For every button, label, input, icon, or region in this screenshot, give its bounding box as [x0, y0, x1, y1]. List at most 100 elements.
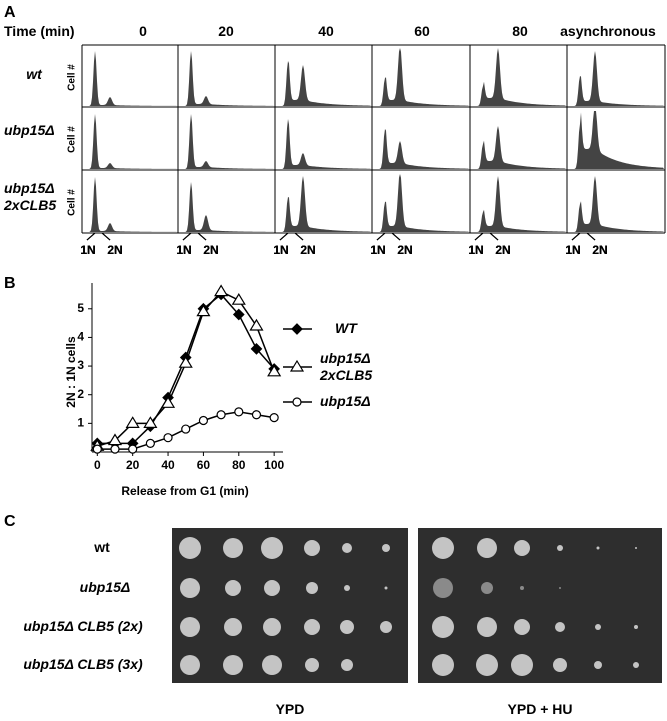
axis-label: 1N [565, 243, 580, 257]
tick-mark [376, 232, 386, 241]
plate [418, 528, 662, 683]
colony [223, 655, 243, 675]
marker [251, 410, 262, 420]
colony [594, 661, 602, 669]
axis-label: 2N [495, 243, 510, 257]
y-tick-label: 4 [77, 330, 84, 344]
axis-label: 2N [203, 243, 218, 257]
histogram [471, 48, 566, 106]
column-label: 40 [318, 23, 334, 39]
plate-label: YPD [275, 701, 305, 717]
axis-label: 1N [80, 243, 95, 257]
histogram [276, 119, 371, 169]
marker [249, 318, 264, 331]
axis-label: 1N [468, 243, 483, 257]
marker [216, 410, 226, 420]
panel-letter: A [4, 4, 16, 21]
axis-label: 1N [273, 243, 288, 257]
colony [384, 586, 388, 590]
row-label: wt [26, 66, 42, 82]
histogram [568, 111, 664, 169]
axis-label: 2N [495, 243, 510, 257]
colony [179, 537, 201, 559]
marker [163, 433, 173, 443]
histogram [83, 177, 177, 232]
histogram [276, 176, 371, 232]
colony [553, 658, 567, 672]
histogram [373, 174, 469, 232]
legend-label: WT [335, 320, 357, 336]
row-label: ubp15Δ [4, 122, 55, 138]
panel-letter: C [4, 513, 16, 530]
colony [180, 617, 200, 637]
colony [305, 658, 319, 672]
tick-mark [182, 232, 192, 241]
colony [382, 544, 390, 552]
x-tick-label: 100 [264, 458, 284, 472]
column-label: asynchronous [560, 23, 656, 39]
histogram [471, 126, 566, 169]
x-tick-label: 40 [161, 458, 175, 472]
axis-label: 1N [370, 243, 385, 257]
colony [511, 654, 533, 676]
colony [432, 654, 454, 676]
colony [264, 580, 280, 596]
axis-label: 2N [300, 243, 315, 257]
row-label: ubp15Δ 2xCLB5 [4, 180, 57, 213]
column-label: 80 [512, 23, 528, 39]
tick-mark [391, 232, 401, 241]
histogram [83, 51, 177, 106]
column-label: 20 [218, 23, 234, 39]
y-axis-label: Cell # [66, 64, 78, 91]
colony [263, 618, 281, 636]
y-tick-label: 5 [77, 301, 84, 315]
marker [143, 416, 158, 428]
x-tick-label: 0 [94, 458, 101, 472]
colony [476, 654, 498, 676]
tick-mark [586, 232, 596, 241]
x-axis-title: Release from G1 (min) [121, 484, 248, 498]
histogram [179, 51, 274, 106]
histogram [471, 176, 566, 232]
time-label: Time (min) [4, 23, 75, 39]
colony [555, 622, 565, 632]
column-label: 60 [414, 23, 430, 39]
legend-marker [292, 397, 302, 407]
histogram [276, 61, 371, 106]
colony [180, 655, 200, 675]
axis-label: 1N [565, 243, 580, 257]
marker [232, 308, 245, 321]
axis-label: 2N [300, 243, 315, 257]
tick-mark [294, 232, 304, 241]
histogram [179, 182, 274, 232]
axis-label: 1N [176, 243, 191, 257]
marker [250, 343, 263, 355]
marker [196, 304, 211, 317]
tick-mark [101, 232, 111, 241]
axis-label: 2N [592, 243, 607, 257]
colony [433, 578, 453, 598]
histogram [373, 129, 469, 169]
colony [520, 586, 524, 590]
axis-label: 2N [397, 243, 412, 257]
colony [633, 662, 639, 668]
histogram [83, 114, 177, 169]
colony [342, 543, 352, 553]
colony [432, 537, 454, 559]
marker [178, 356, 193, 368]
axis-label: 2N [203, 243, 218, 257]
y-axis-label: Cell # [66, 189, 78, 216]
x-tick-label: 60 [197, 458, 211, 472]
colony [304, 619, 320, 635]
series-line [97, 290, 275, 447]
histogram [568, 51, 664, 106]
axis-label: 2N [107, 243, 122, 257]
axis-label: 2N [300, 243, 315, 257]
y-tick-label: 1 [77, 416, 84, 430]
colony [180, 578, 200, 598]
series-line [97, 293, 275, 445]
tick-mark [86, 232, 96, 241]
axis-label: 1N [370, 243, 385, 257]
colony [224, 618, 242, 636]
